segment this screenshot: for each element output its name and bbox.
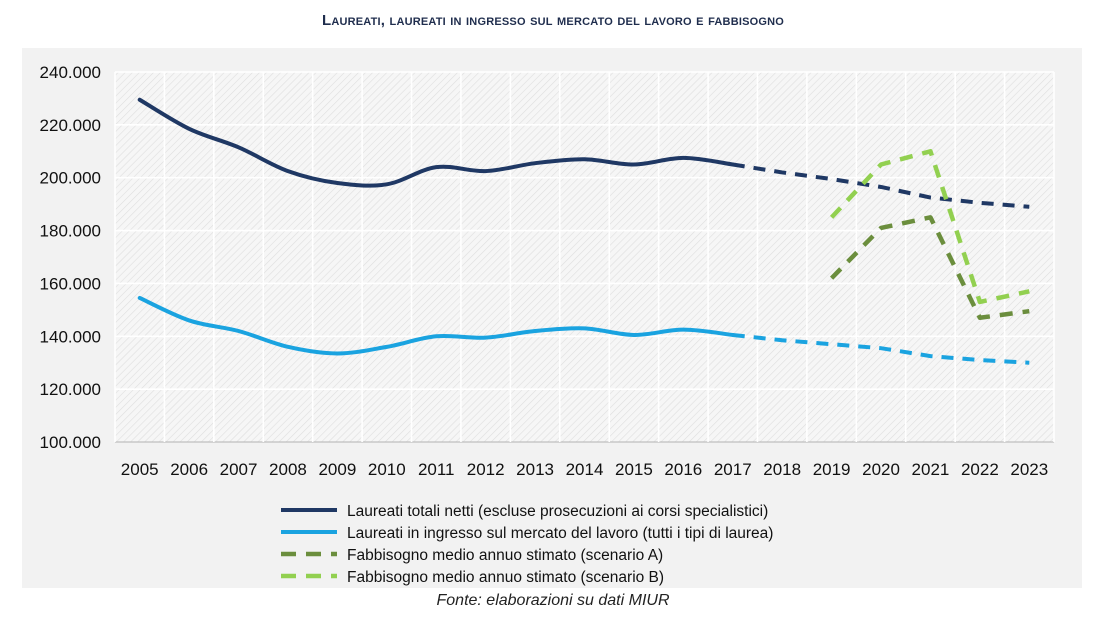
y-tick-label: 240.000 [40, 63, 101, 82]
axis-layer: 100.000 120.000 140.000 160.000 180.000 200.0… [40, 63, 1049, 479]
data-point [237, 329, 241, 333]
x-tick-label: 2010 [368, 460, 406, 479]
y-tick-label: 100.000 [40, 433, 101, 452]
series-line-1-solid [137, 295, 735, 356]
data-point [780, 338, 784, 342]
x-tick-label: 2013 [516, 460, 554, 479]
data-point [731, 333, 735, 337]
data-point [237, 145, 241, 149]
legend: Laureati totali netti (escluse prosecuzi… [281, 503, 773, 586]
data-point [978, 201, 982, 205]
chart-svg: 100.000 120.000 140.000 160.000 180.000 200.0… [40, 63, 1055, 586]
data-point [187, 127, 191, 131]
x-tick-label: 2023 [1010, 460, 1048, 479]
series-layer [137, 97, 1031, 365]
x-tick-label: 2009 [318, 460, 356, 479]
data-point [434, 165, 438, 169]
data-point [978, 358, 982, 362]
data-point [1027, 289, 1031, 293]
data-point [879, 346, 883, 350]
data-point [928, 215, 932, 219]
data-point [780, 170, 784, 174]
data-point [928, 354, 932, 358]
data-point [385, 182, 389, 186]
plot-background [115, 72, 1054, 442]
y-tick-label: 180.000 [40, 222, 101, 241]
legend-label-1: Laureati in ingresso sul mercato del lav… [347, 525, 773, 542]
data-point [830, 215, 834, 219]
data-point [928, 149, 932, 153]
x-tick-label: 2012 [467, 460, 505, 479]
x-tick-label: 2021 [912, 460, 950, 479]
legend-label-3: Fabbisogno medio annuo stimato (scenario… [347, 569, 664, 586]
legend-label-0: Laureati totali netti (escluse prosecuzi… [347, 503, 768, 520]
x-tick-label: 2007 [220, 460, 258, 479]
chart-title: Laureati, laureati in ingresso sul merca… [0, 12, 1106, 29]
y-tick-label: 120.000 [40, 380, 101, 399]
x-tick-label: 2014 [566, 460, 604, 479]
x-tick-label: 2006 [170, 460, 208, 479]
y-tick-label: 220.000 [40, 116, 101, 135]
y-tick-label: 160.000 [40, 274, 101, 293]
data-point [385, 345, 389, 349]
x-tick-label: 2005 [121, 460, 159, 479]
data-point [731, 163, 735, 167]
chart-area: 100.000 120.000 140.000 160.000 180.000 200.0… [22, 48, 1082, 588]
data-point [187, 318, 191, 322]
chart-title-text: Laureati, laureati in ingresso sul merca… [321, 12, 785, 29]
series-line-0-dashed [732, 162, 1030, 209]
grid-layer [114, 71, 1055, 443]
series-line-1-dashed [732, 332, 1030, 365]
data-point [928, 196, 932, 200]
data-point [830, 177, 834, 181]
data-point [138, 296, 142, 300]
data-point [1027, 205, 1031, 209]
data-point [879, 163, 883, 167]
data-point [434, 334, 438, 338]
data-point [484, 336, 488, 340]
x-tick-label: 2011 [418, 460, 455, 479]
data-point [138, 98, 142, 102]
data-point [681, 328, 685, 332]
data-point [533, 161, 537, 165]
data-point [879, 226, 883, 230]
series-line-3 [829, 149, 1030, 305]
x-tick-label: 2019 [813, 460, 851, 479]
data-point [879, 185, 883, 189]
x-tick-label: 2008 [269, 460, 307, 479]
data-point [583, 326, 587, 330]
data-point [286, 345, 290, 349]
data-point [632, 333, 636, 337]
data-point [830, 342, 834, 346]
x-tick-label: 2022 [961, 460, 999, 479]
data-point [978, 300, 982, 304]
x-tick-label: 2016 [664, 460, 702, 479]
data-point [830, 276, 834, 280]
series-line-2 [830, 215, 1030, 321]
x-tick-label: 2015 [615, 460, 653, 479]
x-tick-label: 2017 [714, 460, 752, 479]
data-point [681, 156, 685, 160]
data-point [632, 163, 636, 167]
x-tick-label: 2020 [862, 460, 900, 479]
series-line-0-solid [137, 97, 735, 188]
data-point [583, 157, 587, 161]
y-tick-label: 200.000 [40, 169, 101, 188]
x-tick-label: 2018 [763, 460, 801, 479]
data-point [286, 169, 290, 173]
y-tick-label: 140.000 [40, 327, 101, 346]
data-point [335, 351, 339, 355]
data-point [484, 169, 488, 173]
source-note: Fonte: elaborazioni su dati MIUR [436, 592, 670, 609]
data-point [335, 181, 339, 185]
legend-label-2: Fabbisogno medio annuo stimato (scenario… [347, 547, 663, 564]
data-point [978, 316, 982, 320]
data-point [1027, 361, 1031, 365]
data-point [533, 329, 537, 333]
data-point [1027, 309, 1031, 313]
